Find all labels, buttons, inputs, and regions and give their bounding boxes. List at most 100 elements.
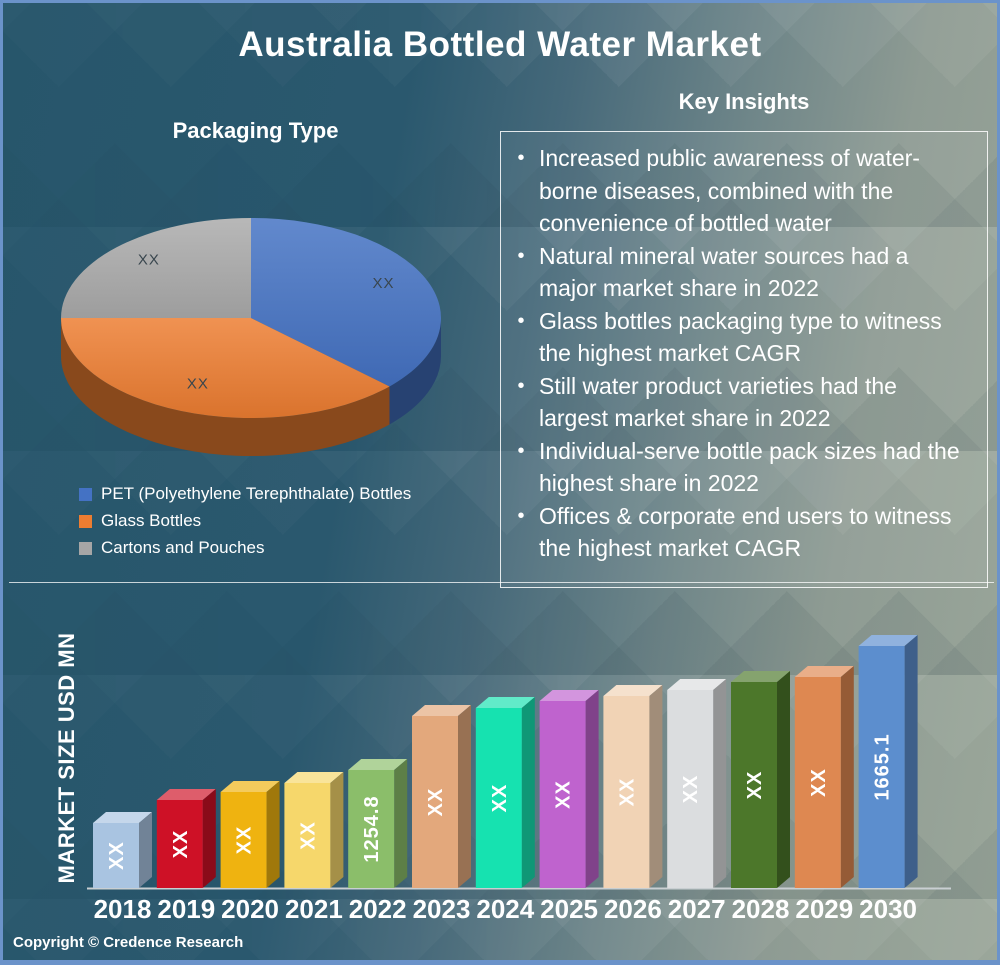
bar-side-face <box>904 635 918 888</box>
bar-side-face <box>202 789 216 888</box>
bar-value-label: XX <box>808 768 830 797</box>
pie-chart-legend: PET (Polyethylene Terephthalate) Bottles… <box>79 484 411 565</box>
legend-item-glass-bottles: Glass Bottles <box>79 511 411 531</box>
bar-top-face <box>667 679 727 690</box>
bar-value-label: XX <box>297 821 319 850</box>
bar-top-face <box>93 812 152 823</box>
bar-front-face <box>284 783 331 888</box>
bar-front-face <box>858 646 905 888</box>
page-title: Australia Bottled Water Market <box>238 25 762 64</box>
x-axis-tick-2030: 2030 <box>859 894 917 924</box>
bar-value-label: XX <box>425 788 447 817</box>
bar-front-face <box>156 800 203 888</box>
insight-bullet: • Still water product varieties had the l… <box>513 370 971 435</box>
x-axis-tick-2022: 2022 <box>349 894 407 924</box>
bar-value-label: XX <box>616 778 638 807</box>
bar-2029: XX 2029 <box>794 666 854 924</box>
insight-bullet: • Increased public awareness of water-bor… <box>513 142 971 240</box>
bar-value-label: XX <box>106 841 128 870</box>
pie-slice-side-pet-polyethylene-terephthala <box>389 318 441 425</box>
bar-value-label: XX <box>234 826 256 855</box>
bar-2030: 1665.1 2030 <box>858 635 918 924</box>
pie-value-label: XX <box>138 251 160 268</box>
bar-front-face <box>539 701 586 888</box>
bar-top-face <box>475 697 535 708</box>
bar-side-face <box>521 697 535 888</box>
bar-side-face <box>139 812 152 888</box>
bar-side-face <box>840 666 854 888</box>
bar-side-face <box>394 759 408 888</box>
bullet-text: Increased public awareness of water-born… <box>539 145 920 236</box>
bar-2024: XX 2024 <box>475 697 535 924</box>
bar-side-face <box>649 685 663 888</box>
packaging-type-pie-chart: XX XX XX <box>61 218 441 456</box>
bar-top-face <box>539 690 599 701</box>
bullet-dot: • <box>517 309 525 332</box>
copyright-text: Copyright © Credence Research <box>13 934 244 951</box>
insight-bullet: • Offices & corporate end users to witnes… <box>513 500 971 565</box>
bar-front-face <box>220 792 267 888</box>
bar-front-face <box>412 716 458 888</box>
bar-value-label: XX <box>489 784 511 813</box>
x-axis-tick-2026: 2026 <box>604 894 662 924</box>
x-axis-tick-2018: 2018 <box>94 894 152 924</box>
bar-top-face <box>348 759 408 770</box>
x-axis-tick-2027: 2027 <box>668 894 726 924</box>
bar-front-face <box>348 770 395 888</box>
bar-side-face <box>458 705 471 888</box>
horizontal-divider <box>9 582 994 583</box>
pie-slice-pet-polyethylene-terephthala <box>251 218 441 387</box>
market-size-bar-chart: XX 2018 XX 2019 XX 2020 XX 2021 1254.8 2022 XX 2023… <box>87 635 951 924</box>
legend-label: Cartons and Pouches <box>101 538 265 557</box>
bar-value-label: XX <box>170 830 192 859</box>
bullet-text: Individual-serve bottle pack sizes had t… <box>539 437 960 497</box>
legend-swatch <box>79 514 92 528</box>
bar-side-face <box>330 772 344 888</box>
pie-slice-cartons-and-pouches <box>61 218 251 318</box>
x-axis-tick-2019: 2019 <box>157 894 215 924</box>
bar-side-face <box>777 671 790 888</box>
pie-value-label: XX <box>187 376 209 393</box>
bullet-dot: • <box>517 374 525 397</box>
legend-item-pet-polyethylene-terephthala: PET (Polyethylene Terephthalate) Bottles <box>79 484 411 504</box>
key-insights-box: • Increased public awareness of water-bor… <box>500 131 988 588</box>
pie-slice-side-glass-bottles <box>61 318 390 456</box>
bar-2026: XX 2026 <box>603 685 663 924</box>
bar-top-face <box>794 666 854 677</box>
bar-top-face <box>603 685 663 696</box>
bar-value-label: XX <box>680 775 702 804</box>
bar-top-face <box>284 772 344 783</box>
bullet-text: Natural mineral water sources had a majo… <box>539 242 909 302</box>
bar-top-face <box>858 635 918 646</box>
pie-chart-heading: Packaging Type <box>172 118 339 143</box>
x-axis-tick-2023: 2023 <box>413 894 471 924</box>
legend-swatch <box>79 487 92 501</box>
bar-value-label: XX <box>744 771 766 800</box>
bar-front-face <box>794 677 841 888</box>
pie-slice-glass-bottles <box>61 318 390 418</box>
bar-top-face <box>156 789 216 800</box>
bullet-text: Still water product varieties had the la… <box>539 372 897 432</box>
bar-front-face <box>667 690 714 888</box>
bar-side-face <box>585 690 599 888</box>
bar-value-label: XX <box>553 780 575 809</box>
bar-front-face <box>731 682 777 888</box>
key-insights-heading: Key Insights <box>678 89 810 114</box>
bar-top-face <box>731 671 790 682</box>
x-axis-tick-2028: 2028 <box>732 894 790 924</box>
x-axis-tick-2025: 2025 <box>540 894 598 924</box>
bar-top-face <box>220 781 280 792</box>
bullet-dot: • <box>517 439 525 462</box>
bullet-dot: • <box>517 504 525 527</box>
bar-side-face <box>266 781 280 888</box>
bar-2020: XX 2020 <box>220 781 280 924</box>
bar-2019: XX 2019 <box>156 789 216 924</box>
insight-bullet: • Glass bottles packaging type to witness… <box>513 305 971 370</box>
bar-top-face <box>412 705 471 716</box>
bullet-text: Offices & corporate end users to witness… <box>539 502 952 562</box>
x-axis-tick-2020: 2020 <box>221 894 279 924</box>
bar-front-face <box>93 823 139 888</box>
bar-side-face <box>713 679 727 888</box>
bar-value-label: 1665.1 <box>872 733 894 800</box>
